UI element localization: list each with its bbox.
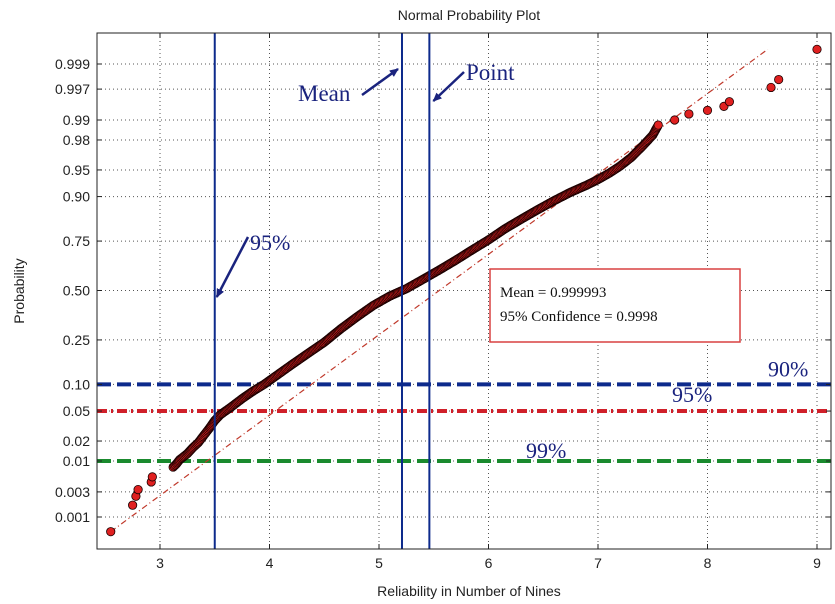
- y-tick-label: 0.02: [63, 433, 90, 449]
- arrow-mean: [361, 67, 399, 97]
- y-tick-label: 0.90: [63, 189, 90, 205]
- y-tick-label: 0.25: [63, 332, 90, 348]
- data-point: [724, 97, 735, 107]
- data-point: [147, 472, 157, 482]
- label-95pct-vertical: 95%: [250, 230, 290, 255]
- stats-box-frame: [489, 268, 741, 343]
- annotations: 95% Mean Point 90% 95% 99%: [215, 60, 808, 463]
- y-tick-label: 0.999: [55, 56, 90, 72]
- data-point: [670, 115, 680, 125]
- data-point: [702, 105, 713, 115]
- y-tick-label: 0.997: [55, 81, 90, 97]
- x-tick-label: 4: [266, 555, 274, 571]
- stats-confidence-text: 95% Confidence = 0.9998: [500, 309, 658, 325]
- data-point: [128, 500, 138, 510]
- chart-title: Normal Probability Plot: [398, 7, 540, 23]
- arrow-95pct: [215, 236, 250, 298]
- y-tick-label: 0.01: [63, 453, 90, 469]
- data-point: [133, 484, 143, 495]
- reference-lines: [213, 33, 431, 549]
- x-tick-label: 9: [813, 555, 821, 571]
- y-tick-label: 0.75: [63, 233, 90, 249]
- axis-ticks: 3 4 5 6 7 8 9 0.001 0.003 0.01 0.02 0.05 0.10 0.25 0.5…: [55, 33, 831, 571]
- label-point: Point: [466, 60, 515, 85]
- x-tick-label: 3: [156, 555, 164, 571]
- confidence-line-label: 90%: [768, 356, 808, 381]
- y-tick-label: 0.10: [63, 376, 90, 392]
- data-point: [774, 74, 784, 85]
- label-mean: Mean: [298, 81, 351, 106]
- data-point: [684, 109, 694, 119]
- y-tick-label: 0.99: [63, 112, 90, 128]
- confidence-line-label: 99%: [526, 438, 566, 463]
- x-tick-label: 6: [485, 555, 493, 571]
- x-axis-label: Reliability in Number of Nines: [377, 583, 561, 599]
- arrow-point: [432, 71, 465, 102]
- y-tick-label: 0.50: [63, 283, 90, 299]
- stats-box: Mean = 0.999993 95% Confidence = 0.9998: [489, 268, 741, 343]
- data-point: [653, 120, 663, 130]
- y-axis-label: Probability: [11, 258, 27, 323]
- data-point: [766, 82, 776, 93]
- y-tick-label: 0.95: [63, 162, 90, 178]
- data-point: [812, 44, 822, 54]
- confidence-line-label: 95%: [672, 382, 712, 407]
- stats-mean-text: Mean = 0.999993: [500, 285, 606, 301]
- x-tick-label: 7: [594, 555, 602, 571]
- data-point: [106, 527, 116, 537]
- x-tick-label: 8: [704, 555, 712, 571]
- y-tick-label: 0.05: [63, 403, 90, 419]
- y-tick-label: 0.98: [63, 132, 90, 148]
- x-tick-label: 5: [375, 555, 383, 571]
- y-tick-label: 0.001: [55, 509, 90, 525]
- data-points: [106, 44, 822, 537]
- y-tick-label: 0.003: [55, 484, 90, 500]
